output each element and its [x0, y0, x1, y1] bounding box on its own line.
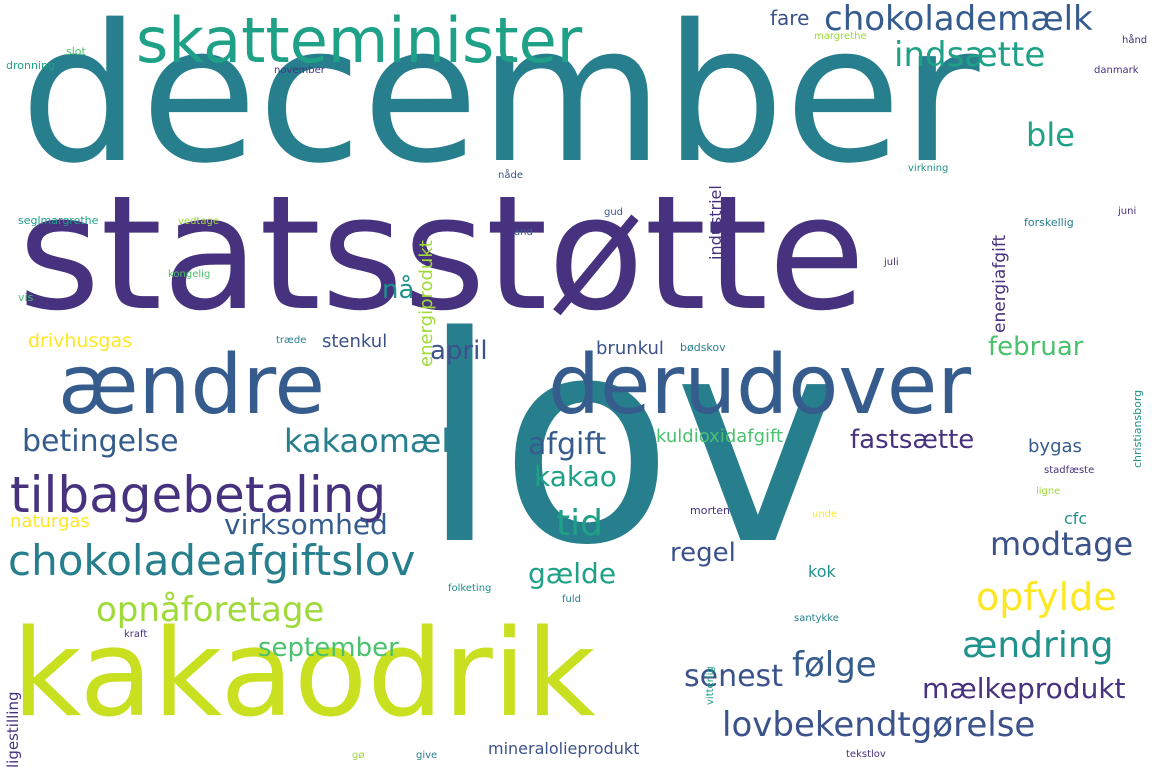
word-bygas: bygas	[1028, 436, 1082, 457]
word-kok: kok	[808, 562, 836, 581]
word-vitterlig: vitterlig	[705, 666, 716, 705]
word-hånd: hånd	[1122, 35, 1148, 46]
word-fare: fare	[770, 6, 810, 30]
word-margrethe: margrethe	[814, 31, 867, 42]
word-opnåforetage: opnåforetage	[96, 590, 325, 630]
word-lov: lov	[420, 276, 843, 608]
word-seglmargrethe: seglmargrethe	[18, 214, 99, 227]
word-følge: følge	[792, 645, 877, 685]
word-naturgas: naturgas	[10, 511, 90, 532]
word-chokoladeafgiftslov: chokoladeafgiftslov	[8, 536, 416, 585]
word-mælkeprodukt: mælkeprodukt	[922, 672, 1126, 705]
word-brunkul: brunkul	[596, 338, 664, 359]
word-bødskov: bødskov	[680, 341, 726, 354]
word-energiprodukt: energiprodukt	[416, 240, 437, 367]
word-betingelse: betingelse	[22, 424, 179, 459]
word-lovbekendtgørelse: lovbekendtgørelse	[722, 705, 1036, 745]
word-virksomhed: virksomhed	[224, 508, 388, 541]
word-stadfæste: stadfæste	[1044, 465, 1095, 476]
word-kakaomælk: kakaomælk	[284, 422, 469, 460]
word-santykke: santykke	[794, 613, 839, 624]
word-februar: februar	[988, 332, 1084, 362]
word-april: april	[430, 336, 488, 366]
word-tekstlov: tekstlov	[846, 749, 886, 760]
word-forskellig: forskellig	[1024, 216, 1074, 229]
word-træde: træde	[276, 335, 307, 346]
word-modtage: modtage	[990, 525, 1134, 563]
word-folketing: folketing	[448, 583, 492, 594]
word-industriel: industriel	[706, 185, 725, 260]
word-christiansborg: christiansborg	[1131, 389, 1144, 468]
word-stenkul: stenkul	[322, 331, 388, 352]
word-nå: nå	[382, 275, 415, 305]
word-ligne: ligne	[1036, 486, 1061, 497]
word-morten: morten	[690, 504, 731, 517]
word-kuldioxidafgift: kuldioxidafgift	[656, 426, 784, 447]
word-kakaodrik: kakaodrik	[12, 605, 596, 744]
word-slot: slot	[66, 45, 86, 58]
word-derudover: derudover	[548, 338, 972, 433]
word-senest: senest	[684, 659, 783, 694]
word-chokolademælk: chokolademælk	[824, 0, 1093, 39]
word-and: and	[514, 227, 533, 238]
word-ble: ble	[1026, 116, 1075, 154]
word-ligestilling: ligestilling	[4, 691, 22, 768]
word-november: november	[274, 65, 325, 76]
word-virkning: virkning	[908, 163, 949, 174]
word-ændre: ændre	[58, 338, 325, 433]
word-give: give	[416, 750, 438, 761]
word-danmark: danmark	[1094, 65, 1139, 76]
word-tid: tid	[556, 503, 603, 544]
word-unde: unde	[812, 509, 838, 520]
word-regel: regel	[670, 538, 736, 568]
word-fastsætte: fastsætte	[850, 425, 975, 455]
word-cfc: cfc	[1064, 509, 1088, 528]
word-afgift: afgift	[528, 427, 607, 462]
word-nåde: nåde	[498, 170, 523, 181]
word-statsstøtte: statsstøtte	[18, 162, 866, 346]
word-opfylde: opfylde	[976, 575, 1117, 619]
word-mineralolieprodukt: mineralolieprodukt	[488, 739, 640, 758]
word-december: december	[20, 0, 980, 205]
word-juni: juni	[1118, 206, 1137, 217]
word-dronning: dronning	[6, 59, 55, 72]
word-kakao: kakao	[534, 460, 617, 493]
word-kraft: kraft	[124, 629, 148, 640]
word-kongelig: kongelig	[168, 269, 211, 280]
word-fuld: fuld	[562, 594, 581, 605]
word-indsætte: indsætte	[894, 35, 1046, 75]
word-september: september	[258, 633, 399, 663]
word-tilbagebetaling: tilbagebetaling	[10, 466, 387, 524]
word-gud: gud	[604, 207, 624, 218]
word-vis: vis	[18, 291, 34, 304]
word-energiafgift: energiafgift	[990, 234, 1010, 333]
word-skatteminister: skatteminister	[136, 4, 583, 77]
word-juli: juli	[884, 257, 899, 268]
word-gælde: gælde	[528, 557, 617, 590]
word-ændring: ændring	[962, 625, 1114, 666]
word-vedtage: vedtage	[178, 216, 219, 227]
word-drivhusgas: drivhusgas	[28, 330, 132, 352]
word-gø: gø	[352, 750, 365, 761]
